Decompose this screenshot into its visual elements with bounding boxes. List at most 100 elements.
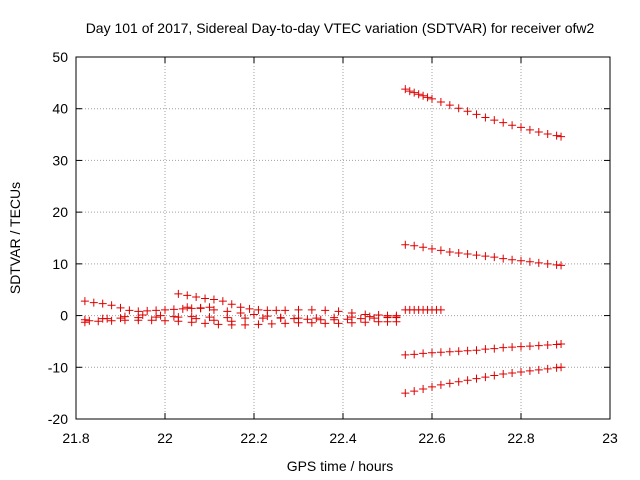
x-tick-label: 22.8 xyxy=(507,430,534,446)
y-tick-label: 40 xyxy=(52,101,68,117)
data-point xyxy=(499,370,508,379)
series-s3 xyxy=(401,305,445,314)
y-tick-label: 0 xyxy=(60,308,68,324)
data-point xyxy=(183,303,192,312)
data-point xyxy=(436,348,445,357)
data-point xyxy=(472,374,481,383)
data-point xyxy=(272,306,281,315)
data-point xyxy=(205,303,214,312)
data-point xyxy=(490,371,499,380)
data-point xyxy=(223,307,232,316)
data-point xyxy=(552,131,561,140)
data-point xyxy=(472,251,481,260)
x-tick-label: 21.8 xyxy=(62,430,89,446)
data-point xyxy=(370,314,379,323)
data-point xyxy=(428,382,436,391)
data-point xyxy=(543,259,552,268)
data-point xyxy=(517,256,525,265)
data-point xyxy=(490,116,499,125)
data-point xyxy=(557,363,566,372)
data-point xyxy=(543,130,552,139)
data-point xyxy=(517,367,525,376)
data-point xyxy=(281,306,290,315)
series-s10 xyxy=(85,311,236,326)
data-point xyxy=(209,305,218,314)
data-point xyxy=(490,344,499,353)
data-point xyxy=(499,118,508,127)
data-point xyxy=(490,253,499,262)
data-point xyxy=(187,318,196,327)
data-point xyxy=(392,313,401,322)
data-point xyxy=(543,364,552,373)
x-tick-label: 22.2 xyxy=(240,430,267,446)
data-point xyxy=(534,365,543,374)
data-point xyxy=(534,258,543,267)
data-point xyxy=(307,305,316,314)
data-point xyxy=(161,316,169,325)
data-point xyxy=(209,316,218,325)
series-s9 xyxy=(80,316,401,329)
data-point xyxy=(85,316,94,325)
data-point xyxy=(508,255,517,264)
data-point xyxy=(316,315,325,324)
data-point xyxy=(356,314,365,323)
data-point xyxy=(428,94,436,103)
data-point xyxy=(334,319,343,328)
x-tick-label: 22.6 xyxy=(418,430,445,446)
data-point xyxy=(428,244,436,253)
data-point xyxy=(116,303,125,312)
data-point xyxy=(445,379,454,388)
data-point xyxy=(481,113,490,122)
data-point xyxy=(401,240,410,249)
data-point xyxy=(436,97,445,106)
data-point xyxy=(169,305,178,314)
data-point xyxy=(183,291,192,300)
data-point xyxy=(294,305,303,314)
data-point xyxy=(254,320,263,329)
y-axis-label: SDTVAR / TECUs xyxy=(7,182,23,294)
data-point xyxy=(241,314,250,323)
data-point xyxy=(152,313,161,322)
data-point xyxy=(125,306,134,315)
data-point xyxy=(525,342,534,351)
data-point xyxy=(436,246,445,255)
data-point xyxy=(214,320,223,329)
data-point xyxy=(445,347,454,356)
data-point xyxy=(218,297,227,306)
data-point xyxy=(98,299,107,308)
data-point xyxy=(414,90,423,99)
data-point xyxy=(236,308,245,317)
data-point xyxy=(481,252,490,261)
data-point xyxy=(343,315,352,324)
data-point xyxy=(312,314,321,323)
data-point xyxy=(290,314,299,323)
data-point xyxy=(103,314,112,323)
data-point xyxy=(281,319,290,328)
data-point xyxy=(454,377,463,386)
data-point xyxy=(401,389,410,398)
data-point xyxy=(557,340,566,349)
data-point xyxy=(552,260,561,269)
data-point xyxy=(423,93,432,102)
data-point xyxy=(307,318,316,327)
series-s11 xyxy=(183,303,401,324)
data-point xyxy=(463,346,472,355)
data-point xyxy=(534,341,543,350)
data-point xyxy=(481,373,490,382)
data-point xyxy=(543,341,552,350)
data-point xyxy=(472,110,481,119)
data-point xyxy=(419,349,428,358)
x-axis-label: GPS time / hours xyxy=(287,458,394,474)
data-point xyxy=(401,350,410,359)
data-series xyxy=(80,85,566,398)
data-point xyxy=(463,107,472,116)
data-point xyxy=(89,298,98,307)
data-point xyxy=(410,387,419,396)
x-tick-label: 22.4 xyxy=(329,430,356,446)
data-point xyxy=(205,313,214,322)
data-point xyxy=(107,301,116,310)
data-point xyxy=(263,312,272,321)
series-s1 xyxy=(401,85,566,141)
data-point xyxy=(156,311,165,320)
data-point xyxy=(152,306,161,315)
